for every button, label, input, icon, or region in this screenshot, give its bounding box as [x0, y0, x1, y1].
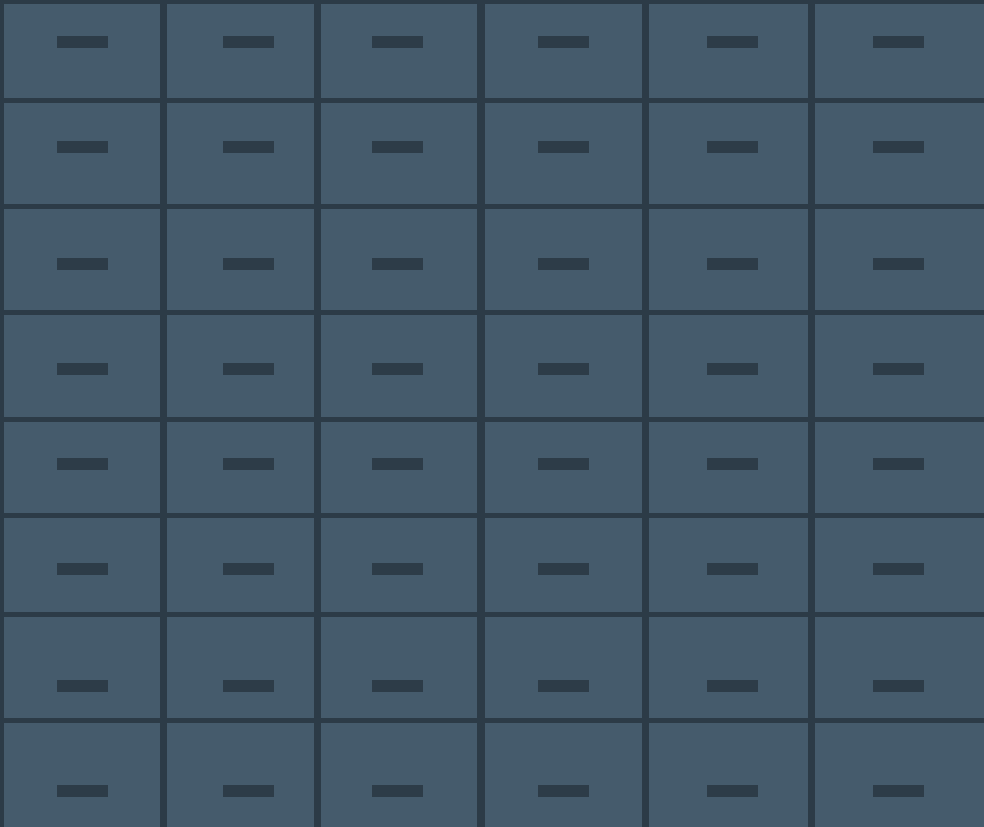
drawer-handle[interactable] [873, 563, 924, 575]
drawer-r6-c1[interactable] [4, 518, 160, 612]
drawer-handle[interactable] [372, 563, 423, 575]
drawer-r7-c4[interactable] [485, 617, 642, 718]
drawer-handle[interactable] [873, 363, 924, 375]
drawer-handle[interactable] [223, 363, 274, 375]
drawer-r5-c2[interactable] [167, 422, 314, 513]
drawer-r2-c4[interactable] [485, 103, 642, 204]
drawer-handle[interactable] [223, 258, 274, 270]
drawer-handle[interactable] [707, 363, 758, 375]
drawer-r1-c5[interactable] [649, 4, 808, 98]
drawer-r5-c4[interactable] [485, 422, 642, 513]
drawer-r2-c1[interactable] [4, 103, 160, 204]
drawer-r6-c3[interactable] [321, 518, 477, 612]
drawer-handle[interactable] [372, 680, 423, 692]
drawer-r5-c3[interactable] [321, 422, 477, 513]
drawer-handle[interactable] [57, 563, 108, 575]
drawer-r5-c5[interactable] [649, 422, 808, 513]
drawer-r4-c3[interactable] [321, 315, 477, 417]
drawer-handle[interactable] [538, 141, 589, 153]
drawer-r6-c5[interactable] [649, 518, 808, 612]
drawer-r6-c4[interactable] [485, 518, 642, 612]
drawer-handle[interactable] [223, 141, 274, 153]
drawer-r4-c4[interactable] [485, 315, 642, 417]
drawer-handle[interactable] [57, 258, 108, 270]
drawer-handle[interactable] [372, 785, 423, 797]
drawer-r2-c2[interactable] [167, 103, 314, 204]
drawer-r7-c1[interactable] [4, 617, 160, 718]
drawer-r8-c1[interactable] [4, 723, 160, 827]
drawer-handle[interactable] [223, 680, 274, 692]
drawer-handle[interactable] [707, 680, 758, 692]
drawer-handle[interactable] [57, 141, 108, 153]
drawer-r4-c1[interactable] [4, 315, 160, 417]
drawer-handle[interactable] [873, 680, 924, 692]
drawer-r6-c2[interactable] [167, 518, 314, 612]
drawer-r4-c2[interactable] [167, 315, 314, 417]
drawer-handle[interactable] [372, 258, 423, 270]
drawer-r8-c4[interactable] [485, 723, 642, 827]
drawer-r8-c6[interactable] [815, 723, 984, 827]
drawer-handle[interactable] [223, 458, 274, 470]
drawer-handle[interactable] [538, 458, 589, 470]
drawer-r8-c2[interactable] [167, 723, 314, 827]
drawer-r1-c6[interactable] [815, 4, 984, 98]
drawer-handle[interactable] [707, 36, 758, 48]
drawer-r2-c3[interactable] [321, 103, 477, 204]
drawer-r7-c2[interactable] [167, 617, 314, 718]
drawer-handle[interactable] [538, 785, 589, 797]
drawer-handle[interactable] [707, 141, 758, 153]
drawer-handle[interactable] [223, 563, 274, 575]
drawer-r3-c6[interactable] [815, 209, 984, 310]
drawer-handle[interactable] [372, 36, 423, 48]
drawer-r6-c6[interactable] [815, 518, 984, 612]
drawer-r3-c4[interactable] [485, 209, 642, 310]
drawer-handle[interactable] [372, 141, 423, 153]
drawer-handle[interactable] [873, 785, 924, 797]
drawer-handle[interactable] [57, 680, 108, 692]
drawer-r2-c6[interactable] [815, 103, 984, 204]
drawer-r3-c5[interactable] [649, 209, 808, 310]
drawer-handle[interactable] [57, 363, 108, 375]
drawer-r7-c6[interactable] [815, 617, 984, 718]
drawer-r2-c5[interactable] [649, 103, 808, 204]
drawer-r1-c3[interactable] [321, 4, 477, 98]
drawer-handle[interactable] [57, 458, 108, 470]
drawer-r3-c3[interactable] [321, 209, 477, 310]
drawer-r8-c3[interactable] [321, 723, 477, 827]
drawer-handle[interactable] [372, 458, 423, 470]
drawer-handle[interactable] [57, 36, 108, 48]
drawer-handle[interactable] [223, 36, 274, 48]
drawer-r8-c5[interactable] [649, 723, 808, 827]
drawer-handle[interactable] [873, 458, 924, 470]
drawer-handle[interactable] [223, 785, 274, 797]
drawer-handle[interactable] [873, 141, 924, 153]
drawer-r7-c3[interactable] [321, 617, 477, 718]
drawer-r3-c2[interactable] [167, 209, 314, 310]
drawer-r3-c1[interactable] [4, 209, 160, 310]
drawer-r1-c1[interactable] [4, 4, 160, 98]
drawer-r4-c5[interactable] [649, 315, 808, 417]
drawer-handle[interactable] [57, 785, 108, 797]
drawer-handle[interactable] [538, 680, 589, 692]
drawer-r4-c6[interactable] [815, 315, 984, 417]
drawer-handle[interactable] [707, 458, 758, 470]
drawer-r5-c1[interactable] [4, 422, 160, 513]
drawer-handle[interactable] [538, 563, 589, 575]
drawer-r5-c6[interactable] [815, 422, 984, 513]
drawer-r1-c4[interactable] [485, 4, 642, 98]
drawer-r7-c5[interactable] [649, 617, 808, 718]
drawer-handle[interactable] [873, 258, 924, 270]
drawer-handle[interactable] [538, 36, 589, 48]
drawer-handle[interactable] [707, 785, 758, 797]
drawer-handle[interactable] [538, 258, 589, 270]
drawer-r1-c2[interactable] [167, 4, 314, 98]
drawer-handle[interactable] [707, 258, 758, 270]
drawer-handle[interactable] [707, 563, 758, 575]
drawer-handle[interactable] [873, 36, 924, 48]
drawer-handle[interactable] [538, 363, 589, 375]
drawer-handle[interactable] [372, 363, 423, 375]
